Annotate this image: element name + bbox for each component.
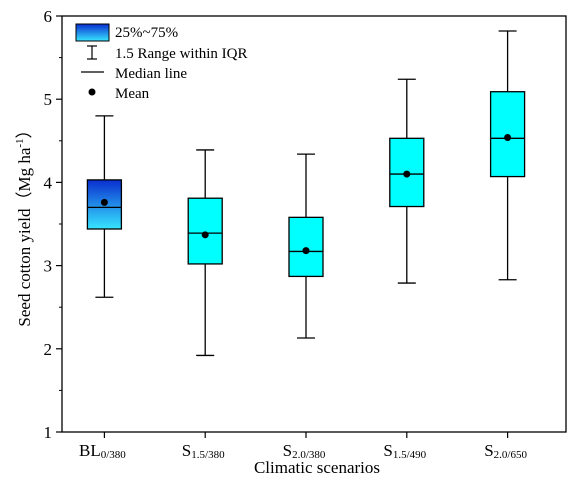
category-main: S xyxy=(484,441,493,460)
category-sub: 1.5/380 xyxy=(191,449,225,461)
mean-marker xyxy=(403,170,411,178)
box xyxy=(288,216,324,278)
x-tick-label: S1.5/380 xyxy=(182,441,225,461)
y-tick-label: 3 xyxy=(44,257,53,276)
category-main: S xyxy=(182,441,191,460)
category-main: BL xyxy=(79,441,101,460)
y-label-main: Seed cotton yield（Mg ha xyxy=(15,147,34,326)
x-tick-label: S2.0/380 xyxy=(283,441,326,461)
legend-label: 1.5 Range within IQR xyxy=(115,46,248,62)
legend-label: Median line xyxy=(115,66,187,82)
legend-swatch xyxy=(75,23,110,42)
x-axis-label: Climatic scenarios xyxy=(254,458,380,477)
box xyxy=(187,197,223,265)
category-sub: 2.0/380 xyxy=(292,449,326,461)
y-tick-label: 5 xyxy=(44,90,53,109)
y-label-sup: -1 xyxy=(14,138,26,147)
category-sub: 1.5/490 xyxy=(393,449,427,461)
y-tick-label: 1 xyxy=(44,423,53,442)
category-sub: 2.0/650 xyxy=(494,449,528,461)
x-tick-label: S2.0/650 xyxy=(484,441,527,461)
legend-label: 25%~75% xyxy=(115,25,178,41)
category-sub: 0/380 xyxy=(101,449,127,461)
y-label-end: ） xyxy=(15,121,34,138)
legend-label: Mean xyxy=(115,86,150,102)
mean-marker xyxy=(504,133,512,141)
mean-marker xyxy=(100,198,108,206)
y-axis-label: Seed cotton yield（Mg ha-1） xyxy=(14,121,34,326)
legend-mean xyxy=(88,88,96,96)
y-tick-label: 2 xyxy=(44,340,53,359)
y-tick-label: 4 xyxy=(44,173,53,192)
x-tick-label: S1.5/490 xyxy=(383,441,426,461)
y-tick-label: 6 xyxy=(44,7,53,26)
mean-marker xyxy=(201,231,209,239)
category-main: S xyxy=(283,441,292,460)
category-main: S xyxy=(383,441,392,460)
x-tick-label: BL0/380 xyxy=(79,441,126,461)
mean-marker xyxy=(302,247,310,255)
